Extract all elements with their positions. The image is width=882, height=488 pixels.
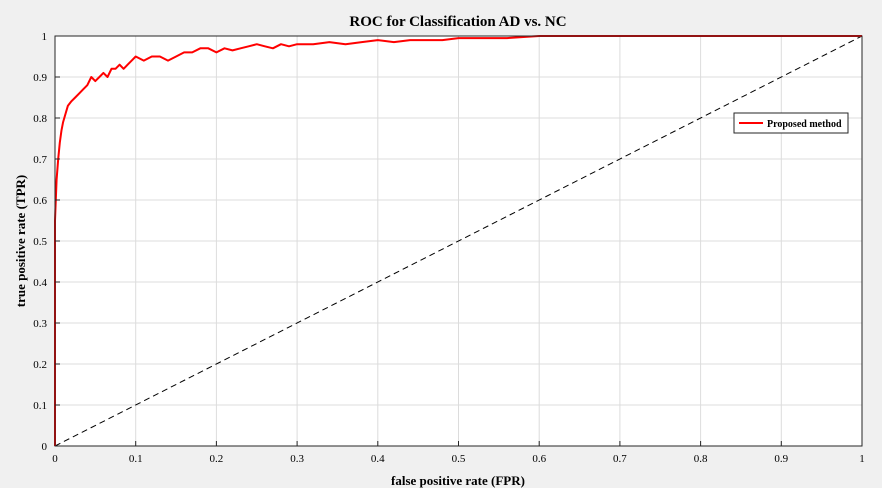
y-tick-label: 0 — [42, 441, 48, 453]
chart-title: ROC for Classification AD vs. NC — [349, 14, 566, 30]
y-tick-label: 0.8 — [33, 113, 47, 125]
x-tick-label: 0.7 — [613, 453, 627, 465]
chance-diagonal-line — [54, 35, 863, 447]
legend-box — [733, 112, 849, 134]
x-tick-label: 0.8 — [694, 453, 708, 465]
y-tick-label: 0.6 — [33, 195, 47, 207]
x-axis-label: false positive rate (FPR) — [391, 473, 525, 488]
x-tick-label: 0.2 — [210, 453, 224, 465]
x-tick-label: 0.4 — [371, 453, 385, 465]
y-tick-label: 0.4 — [33, 277, 47, 289]
x-tick-label: 0.9 — [774, 453, 788, 465]
legend-label-proposed: Proposed method — [767, 119, 842, 130]
x-tick-label: 0.1 — [129, 453, 143, 465]
y-tick-label: 0.3 — [33, 318, 47, 330]
y-tick-label: 0.7 — [33, 154, 47, 166]
tick-labels: 0 0.1 0.2 0.3 0.4 0.5 0.6 0.7 0.8 0.9 1 0 0.1 0.2 0.3 0… — [33, 31, 865, 465]
roc-curve-proposed — [54, 35, 862, 446]
series-layer — [54, 35, 863, 447]
y-tick-label: 0.9 — [33, 72, 47, 84]
x-tick-label: 1 — [859, 453, 865, 465]
x-tick-label: 0 — [52, 453, 58, 465]
x-tick-label: 0.5 — [452, 453, 466, 465]
y-tick-label: 0.2 — [33, 359, 47, 371]
x-tick-label: 0.3 — [290, 453, 304, 465]
x-tick-label: 0.6 — [532, 453, 546, 465]
y-tick-label: 1 — [42, 31, 48, 43]
y-tick-label: 0.1 — [33, 400, 47, 412]
y-axis-label: true positive rate (TPR) — [13, 175, 28, 308]
legend[interactable]: Proposed method — [733, 112, 849, 134]
y-tick-label: 0.5 — [33, 236, 47, 248]
